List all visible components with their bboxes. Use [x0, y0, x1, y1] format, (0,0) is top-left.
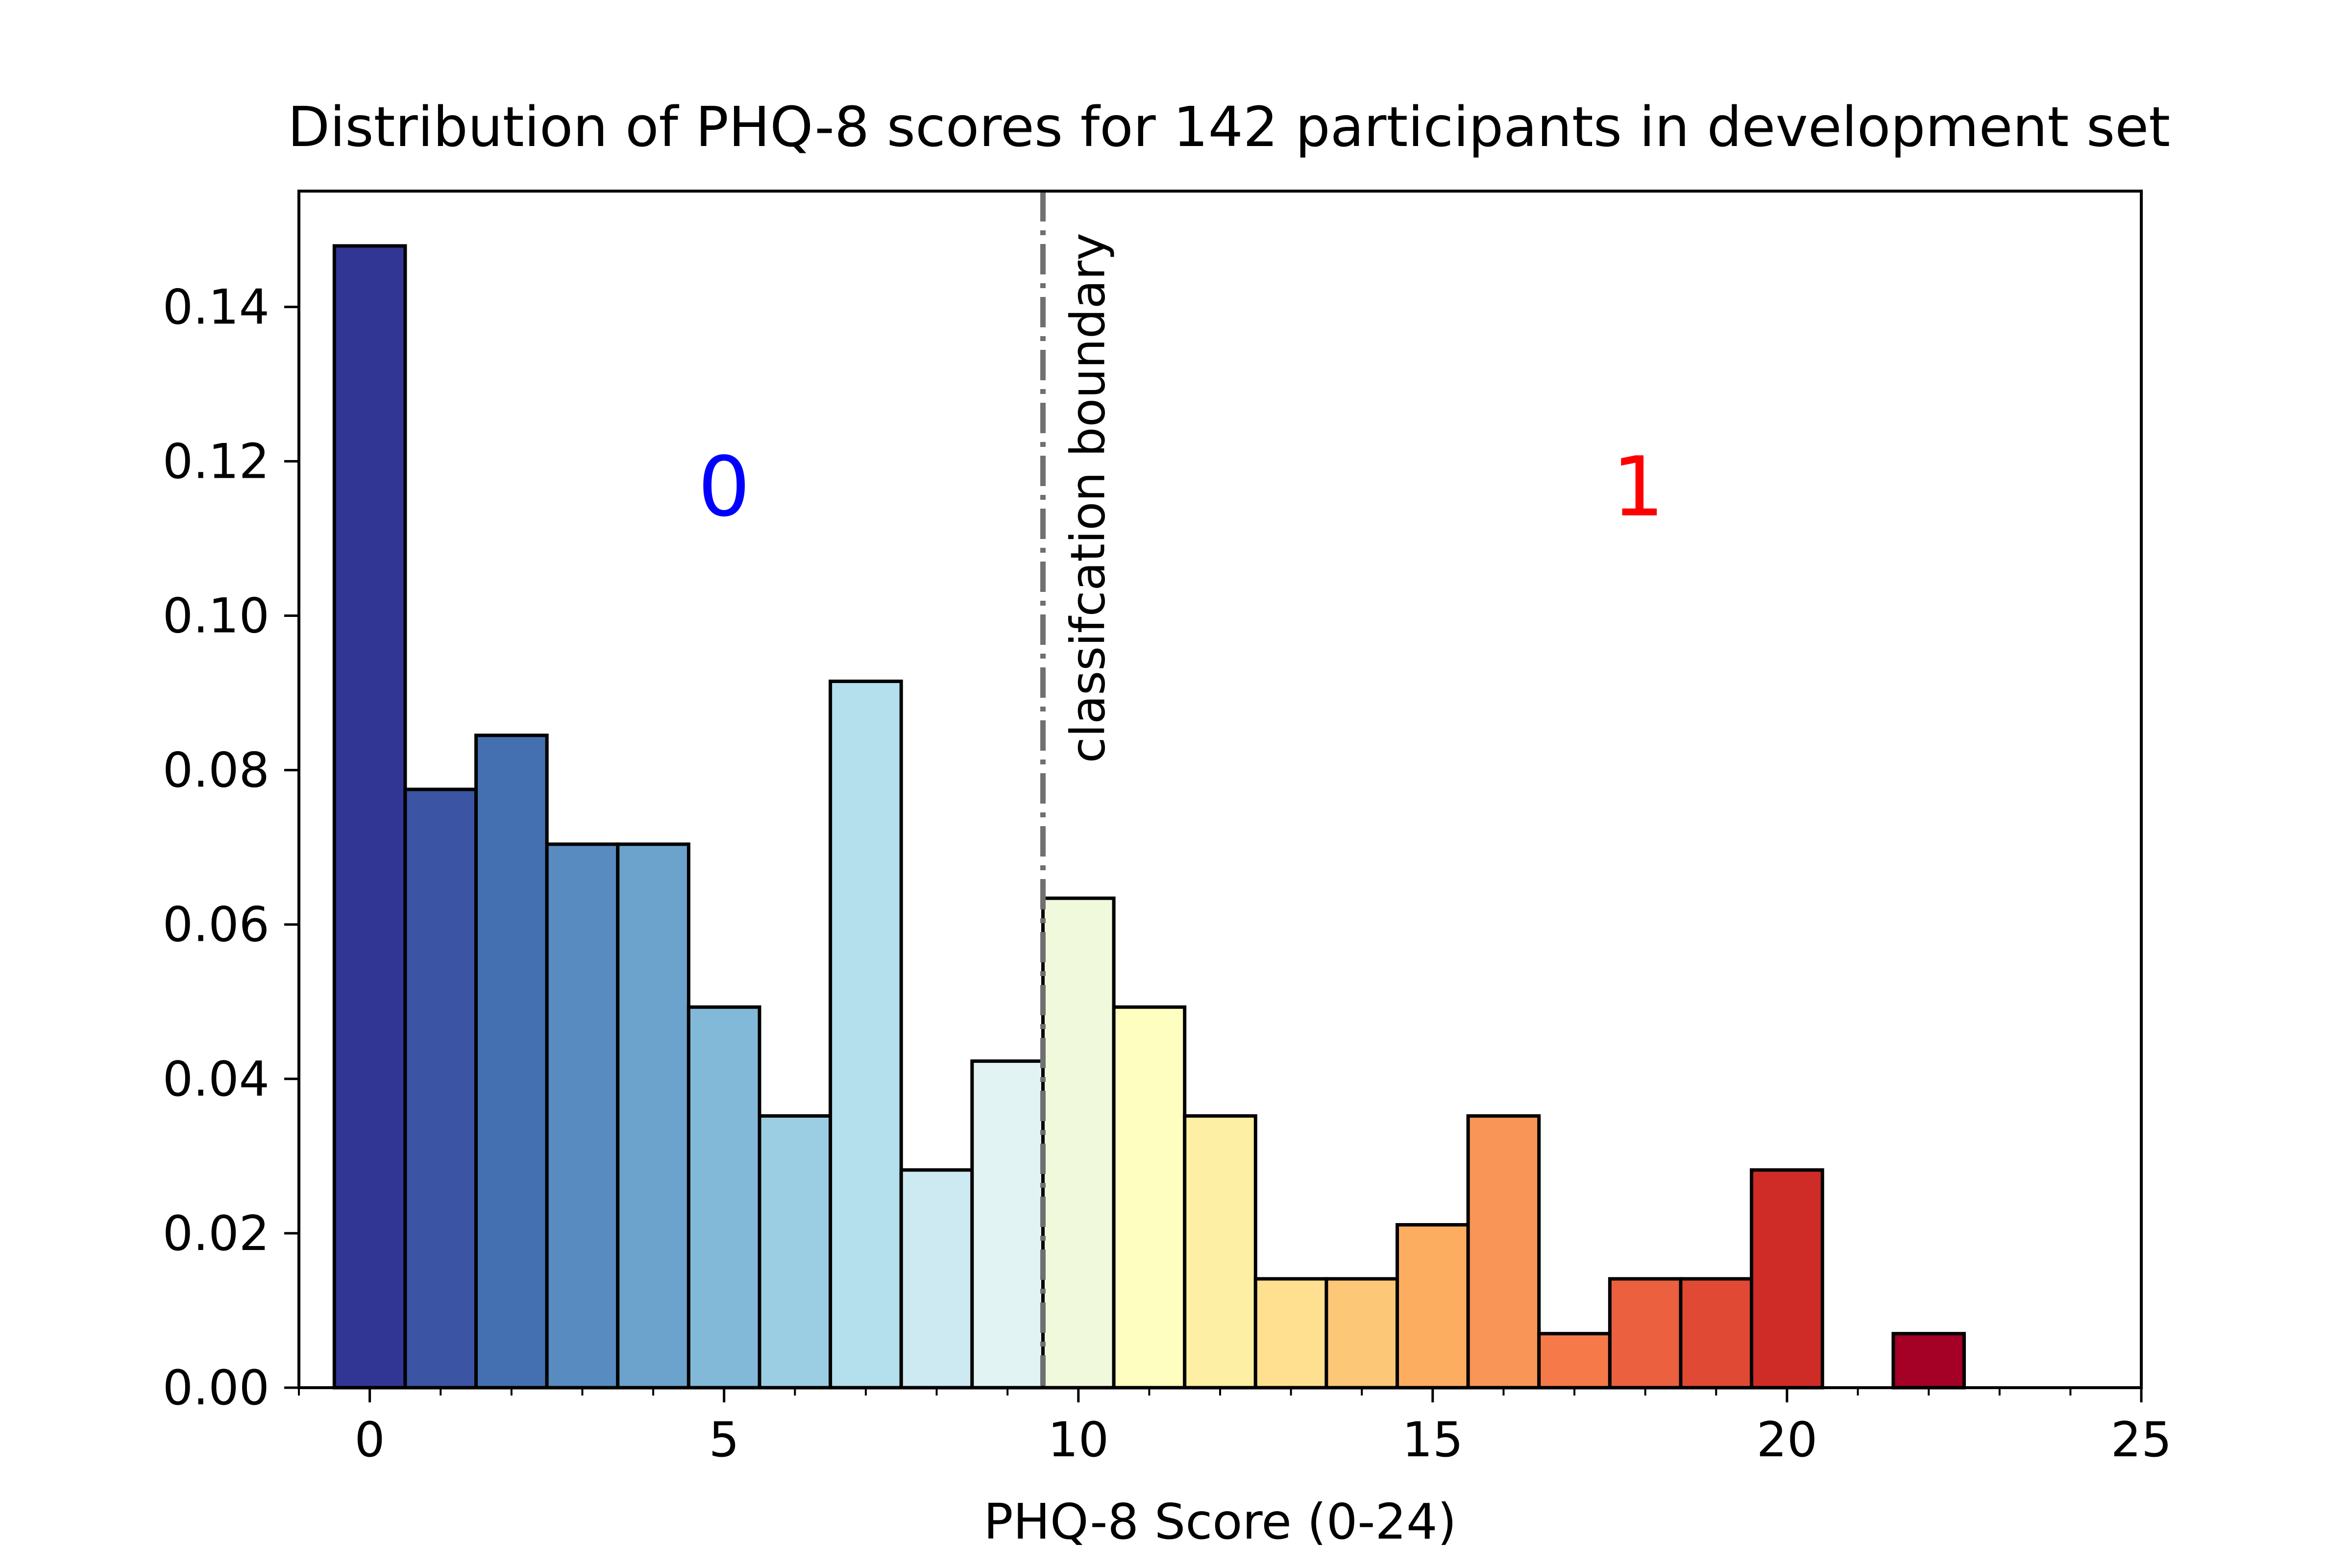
y-tick-label: 0.02 [163, 1206, 270, 1262]
x-tick-label: 0 [354, 1412, 385, 1468]
bar-score-0 [332, 244, 407, 1390]
bar-score-11 [1112, 1005, 1187, 1390]
bar-score-15 [1396, 1223, 1470, 1390]
bar-score-14 [1324, 1277, 1399, 1390]
classification-boundary: classifcation boundary [1040, 191, 1115, 1388]
bar-score-9 [970, 1059, 1045, 1390]
chart-title: Distribution of PHQ-8 scores for 142 par… [288, 96, 2170, 159]
y-tick-label: 0.00 [163, 1360, 270, 1416]
y-tick-label: 0.14 [163, 279, 270, 335]
bar-score-20 [1750, 1168, 1824, 1390]
y-tick-label: 0.10 [163, 588, 270, 644]
x-tick-label: 10 [1048, 1412, 1109, 1468]
x-tick-label: 5 [709, 1412, 739, 1468]
bar-score-1 [403, 787, 478, 1390]
bar-score-16 [1466, 1114, 1541, 1390]
x-axis-label: PHQ-8 Score (0-24) [983, 1493, 1456, 1550]
y-tick-label: 0.06 [163, 897, 270, 953]
bar-score-6 [758, 1114, 833, 1390]
bar-score-4 [616, 842, 690, 1390]
boundary-label: classifcation boundary [1060, 233, 1115, 763]
bar-score-8 [899, 1168, 974, 1390]
class-label-0: 0 [698, 439, 750, 535]
bar-score-19 [1679, 1277, 1754, 1390]
y-tick-label: 0.08 [163, 743, 270, 799]
bar-score-13 [1253, 1277, 1328, 1390]
x-axis: 0 5 10 15 20 25 [298, 1388, 2172, 1468]
bar-score-17 [1537, 1332, 1612, 1390]
x-tick-label: 20 [1757, 1412, 1818, 1468]
bar-score-3 [545, 842, 620, 1390]
bar-score-12 [1183, 1114, 1257, 1390]
bar-score-22 [1891, 1332, 1966, 1390]
y-tick-label: 0.04 [163, 1052, 270, 1107]
bar-score-18 [1608, 1277, 1683, 1390]
bars-group [332, 244, 1966, 1390]
x-tick-label: 25 [2111, 1412, 2172, 1468]
bar-score-7 [829, 679, 903, 1390]
bar-score-2 [474, 734, 549, 1390]
x-tick-label: 15 [1402, 1412, 1463, 1468]
bar-score-5 [686, 1005, 761, 1390]
y-axis: 0.00 0.02 0.04 0.06 0.08 0.10 0.12 0.14 [163, 279, 299, 1416]
bar-score-10 [1041, 896, 1116, 1390]
y-tick-label: 0.12 [163, 434, 270, 490]
class-label-1: 1 [1612, 439, 1665, 535]
